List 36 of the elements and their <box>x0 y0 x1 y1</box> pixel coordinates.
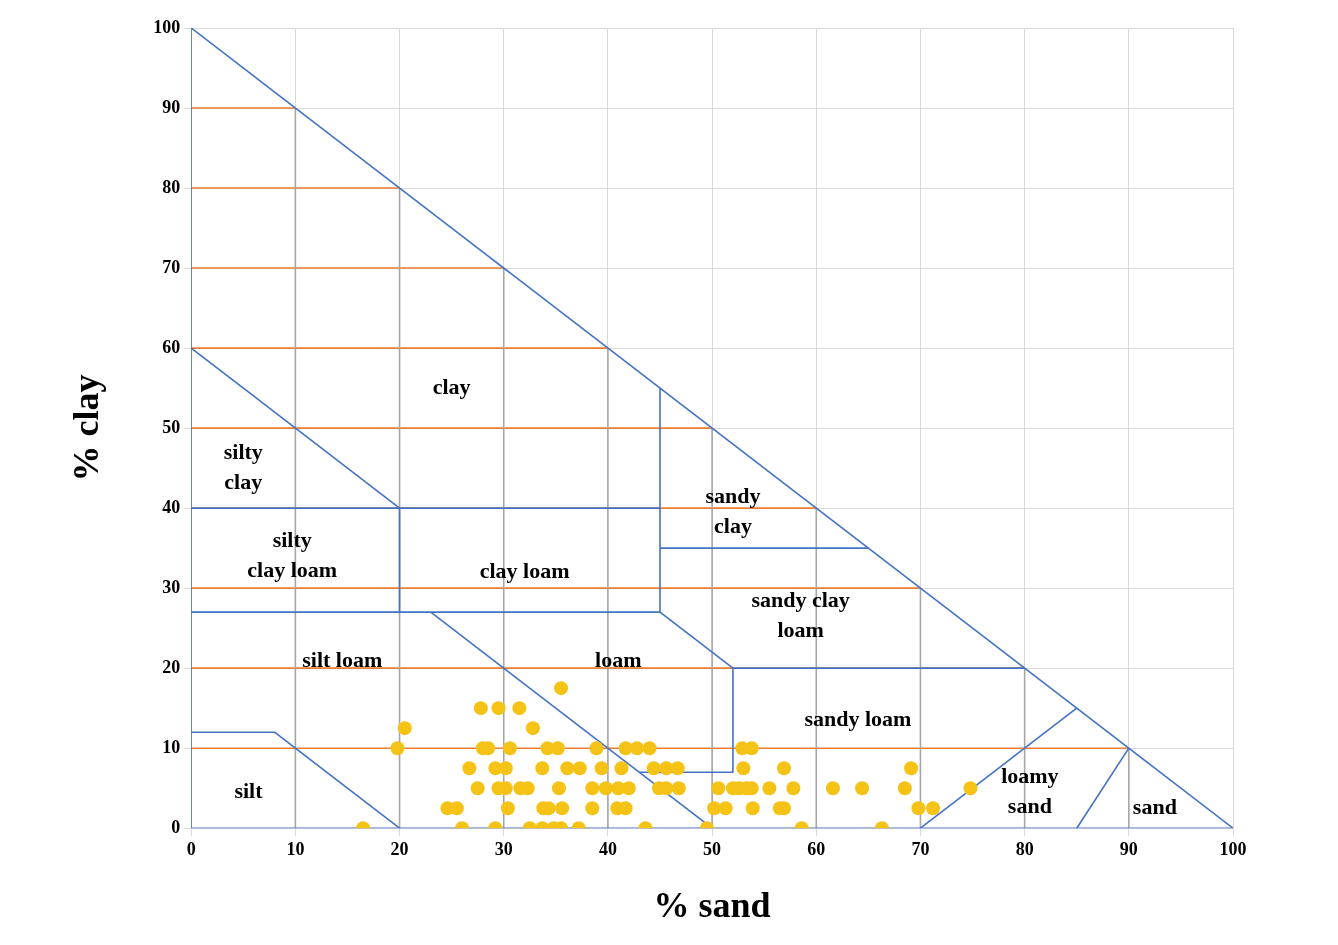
x-tick-label: 0 <box>186 838 196 859</box>
x-tick-label: 30 <box>494 838 513 859</box>
y-tick-label: 60 <box>162 336 181 357</box>
annotation: silt loam <box>302 647 383 673</box>
x-tick-label: 90 <box>1119 838 1138 859</box>
y-tick-label: 30 <box>162 576 181 597</box>
x-tick-label: 20 <box>390 838 409 859</box>
y-tick-label: 90 <box>162 96 181 117</box>
annotation: clay loam <box>479 557 570 583</box>
x-tick-label: 80 <box>1015 838 1034 859</box>
x-axis-title: % sand <box>653 884 771 925</box>
y-tick-label: 20 <box>162 656 181 677</box>
x-tick-label: 50 <box>703 838 722 859</box>
y-tick-label: 0 <box>171 816 181 837</box>
y-tick-label: 100 <box>153 16 181 37</box>
annotation: sand <box>1132 793 1177 819</box>
annotation: sandy clay <box>705 482 761 538</box>
y-tick-label: 10 <box>162 736 181 757</box>
y-tick-label: 70 <box>162 256 181 277</box>
y-tick-label: 80 <box>162 176 181 197</box>
x-tick-label: 100 <box>1219 838 1247 859</box>
y-tick-label: 40 <box>162 496 181 517</box>
annotation: loam <box>595 647 642 673</box>
annotation: silt <box>234 777 264 803</box>
y-axis-title: % clay <box>65 374 106 482</box>
y-tick-label: 50 <box>162 416 181 437</box>
annotation: silty clay loam <box>247 526 338 582</box>
annotation: sandy clay loam <box>751 586 850 642</box>
annotation: clay <box>432 373 471 399</box>
annotation: silty clay <box>223 438 263 494</box>
x-tick-label: 70 <box>911 838 930 859</box>
x-tick-label: 60 <box>807 838 826 859</box>
annotation: sandy loam <box>804 705 912 731</box>
annotation: loamy sand <box>1001 762 1059 818</box>
x-tick-label: 40 <box>598 838 617 859</box>
x-tick-label: 10 <box>286 838 305 859</box>
